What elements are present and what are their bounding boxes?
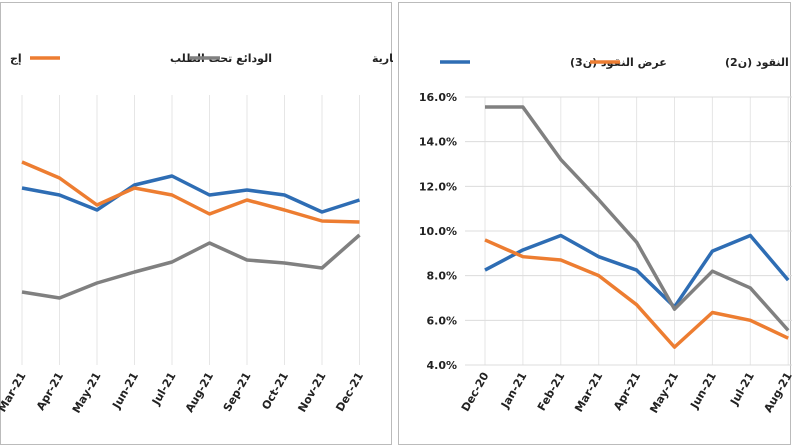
series-line	[484, 233, 790, 309]
y-tick-label: 4.0%	[426, 359, 457, 372]
y-tick-label: 12.0%	[419, 180, 457, 193]
legend-label: الودائع الزمنية والادخارية	[372, 52, 506, 65]
panel	[398, 2, 791, 445]
legend-label: إج	[10, 52, 22, 66]
chart-title: النمو السنوي للودائع البنكية	[392, 7, 610, 27]
y-tick-label: 8.0%	[426, 270, 457, 283]
y-tick-label: 14.0%	[419, 136, 457, 149]
series-line	[484, 238, 789, 349]
y-tick-label: 16.0%	[419, 91, 457, 104]
legend-label: الودائع تحت الطلب	[170, 52, 272, 65]
series-line	[21, 233, 361, 300]
panel	[0, 2, 392, 445]
series-line	[21, 174, 361, 214]
y-tick-label: 6.0%	[426, 314, 457, 327]
legend-label: عرض النقود (ن2)	[725, 56, 792, 69]
series-line	[485, 105, 790, 332]
series-line	[21, 160, 360, 224]
y-tick-label: 10.0%	[419, 225, 457, 238]
